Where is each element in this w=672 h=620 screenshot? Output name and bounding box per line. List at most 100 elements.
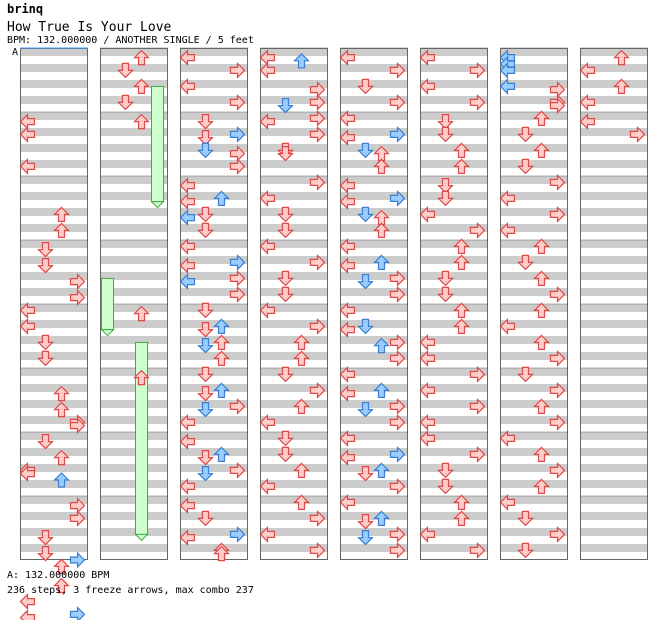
step-arrow (179, 477, 196, 495)
step-arrow (309, 317, 326, 335)
step-arrow (373, 222, 390, 238)
row-band (20, 448, 88, 456)
step-arrow (197, 338, 214, 354)
row-band (500, 224, 568, 232)
step-arrow (133, 305, 150, 322)
step-arrow (229, 461, 246, 479)
column-border (260, 48, 328, 560)
chart-column (419, 47, 488, 560)
step-arrow (69, 273, 86, 291)
row-band (420, 240, 488, 248)
step-arrow (277, 446, 294, 463)
row-band (420, 64, 488, 72)
row-band (420, 384, 488, 392)
step-arrow (533, 478, 550, 494)
chart-column (259, 47, 328, 560)
row-band (580, 528, 648, 536)
row-band (340, 240, 408, 248)
row-band (340, 496, 408, 504)
step-arrow (197, 222, 214, 239)
row-band (260, 112, 328, 120)
step-arrow (437, 178, 454, 194)
step-arrow (37, 334, 54, 351)
row-band (260, 128, 328, 136)
step-arrow (419, 333, 436, 351)
step-arrow (19, 593, 36, 611)
column-border (420, 48, 488, 560)
row-band (500, 448, 568, 456)
step-arrow (229, 285, 246, 303)
chart-column (100, 47, 168, 560)
step-arrow (437, 190, 454, 207)
step-arrow (309, 541, 326, 559)
step-arrow (453, 142, 470, 158)
row-band (580, 320, 648, 328)
row-band (500, 320, 568, 328)
row-band (500, 512, 568, 520)
row-band (340, 80, 408, 88)
step-arrow (117, 62, 134, 79)
row-band (580, 448, 648, 456)
row-band (420, 528, 488, 536)
row-band (20, 304, 88, 312)
step-arrow (389, 285, 406, 303)
row-band (100, 512, 168, 520)
step-arrow (549, 381, 566, 399)
row-band (20, 400, 88, 408)
row-band (260, 448, 328, 456)
row-band (340, 128, 408, 136)
chart-column (499, 47, 568, 560)
column-border (100, 48, 168, 560)
step-arrow (37, 529, 54, 546)
step-arrow (533, 238, 550, 254)
step-arrow (309, 509, 326, 527)
step-arrow (197, 302, 214, 319)
row-band (340, 544, 408, 552)
step-arrow (533, 398, 550, 414)
step-arrow (293, 334, 310, 350)
row-band (100, 96, 168, 104)
row-band (20, 80, 88, 88)
row-band (500, 64, 568, 72)
row-band (100, 336, 168, 344)
step-arrow (277, 97, 294, 114)
step-arrow (197, 142, 214, 159)
step-arrow (389, 333, 406, 351)
step-arrow (133, 49, 150, 66)
row-band (180, 48, 248, 56)
step-arrow (259, 237, 276, 255)
step-arrow (293, 52, 310, 69)
step-arrow (19, 609, 36, 620)
row-band (180, 224, 248, 232)
row-band (260, 160, 328, 168)
row-band (20, 64, 88, 72)
step-arrow (179, 237, 196, 255)
row-band (500, 368, 568, 376)
row-band (20, 528, 88, 536)
row-band (20, 384, 88, 392)
row-band (340, 352, 408, 360)
step-arrow (453, 494, 470, 510)
step-arrow (533, 110, 550, 127)
row-band (260, 64, 328, 72)
step-arrow (499, 189, 516, 207)
row-band (20, 256, 88, 264)
step-arrow (197, 450, 214, 466)
step-arrow (197, 322, 214, 338)
step-arrow (357, 513, 374, 530)
row-band (20, 192, 88, 200)
row-band (20, 96, 88, 104)
row-band (340, 400, 408, 408)
step-arrow (389, 189, 406, 207)
row-band (340, 160, 408, 168)
row-band (420, 544, 488, 552)
step-arrow (259, 113, 276, 131)
step-arrow (53, 577, 70, 594)
row-band (260, 416, 328, 424)
step-arrow (133, 369, 150, 386)
step-arrow (357, 402, 374, 418)
step-arrow (437, 462, 454, 479)
row-band (20, 144, 88, 152)
step-arrow (339, 321, 356, 339)
row-band (100, 144, 168, 152)
